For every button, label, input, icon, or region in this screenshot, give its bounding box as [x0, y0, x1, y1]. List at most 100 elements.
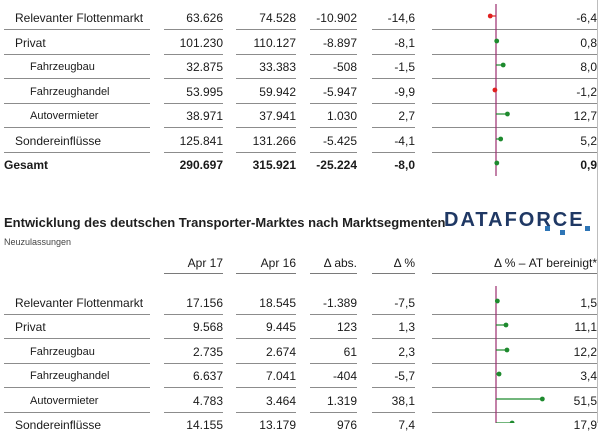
- delta-pct: 7,4: [398, 418, 415, 432]
- delta-pct-adjusted: 11,1: [574, 320, 597, 334]
- table1-row: Autovermieter 38.971 37.941 1.030 2,7 12…: [0, 104, 600, 128]
- logo-dot: [560, 230, 565, 235]
- delta-pct-adjusted: 0,9: [580, 158, 597, 172]
- table2-row: Privat 9.568 9.445 123 1,3 11,1: [0, 315, 600, 339]
- value-previous: 3.464: [265, 394, 296, 408]
- delta-pct: -5,7: [394, 369, 415, 383]
- delta-abs: -25.224: [316, 158, 357, 172]
- table1-row: Fahrzeugbau 32.875 33.383 -508 -1,5 8,0: [0, 55, 600, 79]
- header-underline: [164, 273, 223, 274]
- segment-name: Sondereinflüsse: [15, 134, 102, 148]
- delta-pct: -14,6: [387, 11, 415, 25]
- segment-name: Fahrzeugbau: [30, 346, 95, 358]
- delta-abs: -508: [332, 60, 357, 74]
- table2-row: Fahrzeugbau 2.735 2.674 61 2,3 12,2: [0, 340, 600, 364]
- delta-abs: -10.902: [316, 11, 357, 25]
- logo-dot: [545, 226, 550, 231]
- section-title: Entwicklung des deutschen Transporter-Ma…: [4, 215, 446, 230]
- table1-total-row: Gesamt 290.697 315.921 -25.224 -8,0 0,9: [0, 153, 600, 177]
- header-delta-adjusted: Δ % – AT bereinigt*: [494, 256, 597, 270]
- value-previous: 74.528: [259, 11, 296, 25]
- delta-abs: -8.897: [322, 36, 357, 50]
- delta-pct-adjusted: -6,4: [576, 11, 597, 25]
- value-previous: 2.674: [265, 345, 296, 359]
- table1-row: Relevanter Flottenmarkt 63.626 74.528 -1…: [0, 6, 600, 30]
- delta-pct: -9,9: [394, 85, 415, 99]
- delta-pct: -7,5: [394, 296, 415, 310]
- value-previous: 13.179: [259, 418, 296, 432]
- segment-name: Sondereinflüsse: [15, 418, 102, 432]
- table2-row: Autovermieter 4.783 3.464 1.319 38,1 51,…: [0, 389, 600, 413]
- value-current: 125.841: [179, 134, 223, 148]
- table2-row: Fahrzeughandel 6.637 7.041 -404 -5,7 3,4: [0, 364, 600, 388]
- delta-pct: 2,7: [398, 109, 415, 123]
- value-current: 17.156: [186, 296, 223, 310]
- header-underline: [372, 273, 415, 274]
- delta-abs: 123: [336, 320, 357, 334]
- value-previous: 131.266: [252, 134, 296, 148]
- page-edge: [597, 0, 598, 423]
- value-previous: 110.127: [253, 36, 297, 50]
- dataforce-logo: DATAFORCE: [444, 208, 594, 232]
- table2-row: Relevanter Flottenmarkt 17.156 18.545 -1…: [0, 291, 600, 315]
- value-previous: 315.921: [252, 158, 296, 172]
- delta-pct: -4,1: [394, 134, 415, 148]
- delta-abs: 976: [336, 418, 357, 432]
- table2-row: Sondereinflüsse 14.155 13.179 976 7,4 17…: [0, 413, 600, 437]
- segment-name: Relevanter Flottenmarkt: [15, 296, 144, 310]
- value-previous: 18.545: [259, 296, 296, 310]
- segment-name: Gesamt: [4, 158, 49, 172]
- delta-abs: 61: [343, 345, 357, 359]
- value-current: 2.735: [192, 345, 223, 359]
- delta-abs: -1.389: [322, 296, 357, 310]
- segment-name: Autovermieter: [30, 395, 99, 407]
- value-current: 290.697: [179, 158, 223, 172]
- segment-name: Fahrzeughandel: [30, 86, 110, 98]
- delta-pct: 2,3: [398, 345, 415, 359]
- delta-abs: -5.425: [322, 134, 357, 148]
- delta-pct: 38,1: [391, 394, 415, 408]
- table1-row: Privat 101.230 110.127 -8.897 -8,1 0,8: [0, 31, 600, 55]
- delta-pct: 1,3: [398, 320, 415, 334]
- value-current: 38.971: [186, 109, 223, 123]
- header-underline: [432, 273, 597, 274]
- delta-pct-adjusted: 3,4: [580, 369, 597, 383]
- segment-name: Relevanter Flottenmarkt: [15, 11, 144, 25]
- header-previous: Apr 16: [260, 256, 296, 270]
- delta-pct-adjusted: 51,5: [573, 394, 597, 408]
- delta-abs: 1.319: [326, 394, 357, 408]
- value-previous: 9.445: [265, 320, 296, 334]
- segment-name: Privat: [15, 320, 46, 334]
- header-delta-abs: Δ abs.: [323, 256, 357, 270]
- value-current: 63.626: [186, 11, 223, 25]
- delta-pct-adjusted: 8,0: [580, 60, 597, 74]
- header-delta-pct: Δ %: [393, 256, 415, 270]
- delta-abs: -404: [332, 369, 357, 383]
- value-current: 101.230: [179, 36, 223, 50]
- header-underline: [310, 273, 357, 274]
- delta-pct: -8,0: [394, 158, 415, 172]
- logo-dot: [585, 226, 590, 231]
- value-previous: 7.041: [265, 369, 296, 383]
- header-underline: [236, 273, 296, 274]
- segment-name: Autovermieter: [30, 110, 99, 122]
- value-current: 6.637: [192, 369, 223, 383]
- segment-name: Fahrzeughandel: [30, 370, 110, 382]
- header-current: Apr 17: [187, 256, 223, 270]
- delta-pct-adjusted: 5,2: [580, 134, 597, 148]
- delta-pct: -8,1: [394, 36, 415, 50]
- delta-pct-adjusted: 12,2: [573, 345, 597, 359]
- table1-row: Fahrzeughandel 53.995 59.942 -5.947 -9,9…: [0, 80, 600, 104]
- delta-abs: -5.947: [322, 85, 357, 99]
- section-subtitle: Neuzulassungen: [4, 237, 72, 247]
- value-current: 14.155: [186, 418, 223, 432]
- delta-pct-adjusted: 17,9: [573, 418, 597, 432]
- value-current: 53.995: [186, 85, 223, 99]
- delta-pct-adjusted: 1,5: [580, 296, 597, 310]
- value-previous: 37.941: [259, 109, 296, 123]
- value-current: 4.783: [192, 394, 223, 408]
- delta-abs: 1.030: [326, 109, 357, 123]
- delta-pct-adjusted: -1,2: [576, 85, 597, 99]
- value-current: 9.568: [192, 320, 223, 334]
